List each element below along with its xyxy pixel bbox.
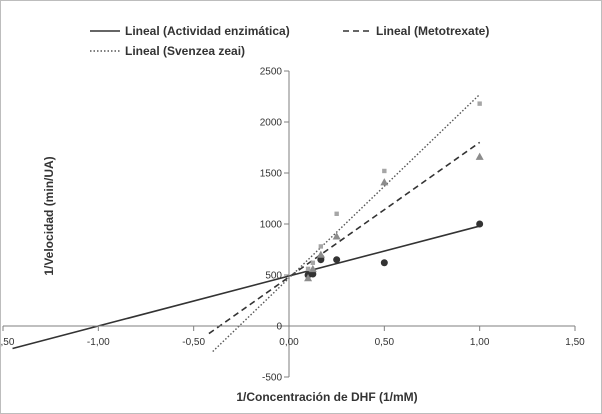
trendline-actividad: [12, 225, 480, 350]
y-tick-label: 2500: [260, 67, 283, 78]
data-points: [304, 101, 484, 282]
y-tick-label: 0: [276, 322, 282, 333]
x-tick-label: 1,50: [565, 337, 585, 348]
data-point-square: [310, 260, 316, 265]
x-tick-label: -0,50: [182, 337, 205, 348]
tick-labels: -1,50 -1,00 -0,50 0,00 0,50 1,00 1,50 -500 0 500 1…: [1, 67, 585, 384]
x-tick-label: -1,50: [1, 337, 15, 348]
data-point-square: [318, 244, 324, 249]
legend-item-metotrexate: Lineal (Metotrexate): [343, 24, 489, 38]
x-tick-label: 0,50: [375, 337, 395, 348]
y-tick-label: 500: [265, 271, 282, 282]
axes: [2, 70, 576, 378]
data-point-circle: [380, 259, 388, 267]
legend-item-svenzea: Lineal (Svenzea zeai): [90, 44, 245, 58]
legend-label-metotrexate: Lineal (Metotrexate): [376, 24, 489, 38]
x-tick-label: 1,00: [470, 337, 490, 348]
y-tick-label: -500: [262, 373, 282, 384]
data-point-triangle: [380, 178, 389, 186]
y-tick-label: 1500: [260, 169, 283, 180]
trendlines: [12, 93, 481, 353]
y-tick-label: 2000: [260, 118, 283, 129]
data-point-circle: [333, 256, 341, 264]
y-axis-title: 1/Velocidad (min/UA): [42, 156, 56, 275]
data-point-circle: [476, 220, 484, 228]
data-point-square: [305, 266, 311, 272]
data-point-square: [477, 101, 482, 106]
x-axis-title: 1/Concentración de DHF (1/mM): [236, 390, 417, 404]
x-tick-label: 0,00: [279, 337, 299, 348]
data-point-triangle: [475, 152, 484, 160]
legend: Lineal (Actividad enzimática) Lineal (Me…: [90, 24, 489, 58]
trendline-metotrexate: [208, 141, 481, 335]
y-tick-label: 1000: [260, 220, 283, 231]
data-point-triangle: [304, 274, 313, 282]
legend-label-actividad: Lineal (Actividad enzimática): [125, 24, 290, 38]
data-point-square: [334, 211, 339, 216]
legend-item-actividad: Lineal (Actividad enzimática): [90, 24, 290, 38]
data-point-triangle: [332, 232, 341, 240]
x-tick-label: -1,00: [87, 337, 110, 348]
data-point-square: [382, 168, 387, 174]
data-point-triangle: [308, 264, 317, 273]
data-point-triangle: [316, 250, 325, 258]
data-point-circle: [309, 270, 317, 278]
trendline-svenzea: [212, 93, 481, 353]
legend-label-svenzea: Lineal (Svenzea zeai): [125, 44, 245, 58]
